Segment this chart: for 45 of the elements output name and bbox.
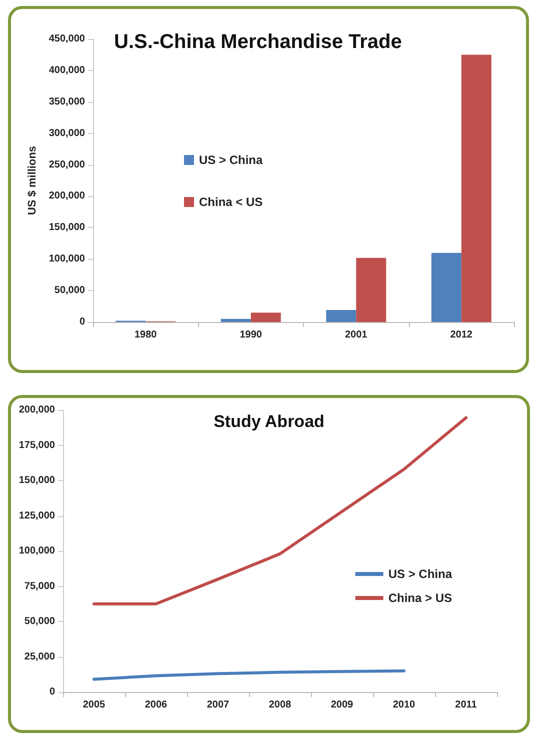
- x-tick-label: 2009: [330, 700, 354, 710]
- y-axis-title: US $ millions: [26, 146, 38, 216]
- y-tick-label: 75,000: [24, 580, 56, 592]
- bar: [356, 258, 386, 322]
- y-tick-label: 250,000: [48, 159, 86, 170]
- x-tick-label: 1990: [240, 330, 262, 340]
- legend-label: China < US: [199, 195, 263, 209]
- y-tick-label: 175,000: [18, 440, 56, 451]
- line-series: [92, 669, 406, 681]
- x-tick-label: 2011: [455, 700, 478, 710]
- x-tick-label: 2010: [392, 700, 416, 710]
- bar: [326, 310, 356, 322]
- y-tick-label: 450,000: [48, 34, 86, 44]
- x-tick-label: 2007: [206, 700, 230, 710]
- legend-label: US > China: [388, 567, 452, 581]
- y-tick-label: 0: [79, 316, 86, 328]
- legend-label: US > China: [199, 153, 264, 167]
- x-tick-label: 1980: [134, 330, 158, 340]
- bar: [431, 252, 462, 322]
- y-tick-label: 50,000: [24, 616, 56, 627]
- x-tick-label: 2005: [82, 700, 106, 710]
- y-tick-label: 0: [49, 686, 56, 698]
- bar: [250, 312, 281, 322]
- y-tick-label: 150,000: [18, 475, 56, 486]
- y-tick-label: 200,000: [48, 190, 86, 202]
- x-tick-label: 2012: [450, 330, 473, 340]
- x-tick-label: 2008: [268, 700, 292, 710]
- y-tick-label: 400,000: [48, 64, 86, 76]
- y-tick-label: 200,000: [18, 404, 56, 416]
- chart-title: Study Abroad: [214, 412, 324, 431]
- y-tick-label: 50,000: [54, 285, 86, 296]
- y-tick-label: 100,000: [48, 254, 86, 265]
- y-tick-label: 350,000: [48, 96, 86, 108]
- x-tick-label: 2001: [345, 330, 368, 340]
- bar: [220, 318, 251, 322]
- y-tick-label: 25,000: [24, 651, 56, 662]
- y-tick-label: 100,000: [18, 546, 56, 556]
- x-tick-label: 2006: [144, 700, 168, 710]
- line-series: [92, 416, 468, 606]
- legend-label: China > US: [388, 591, 452, 605]
- bar: [461, 54, 492, 322]
- chart-title: U.S.-China Merchandise Trade: [114, 31, 402, 53]
- y-tick-label: 125,000: [18, 510, 56, 522]
- y-tick-label: 150,000: [48, 222, 86, 234]
- y-tick-label: 300,000: [48, 128, 86, 139]
